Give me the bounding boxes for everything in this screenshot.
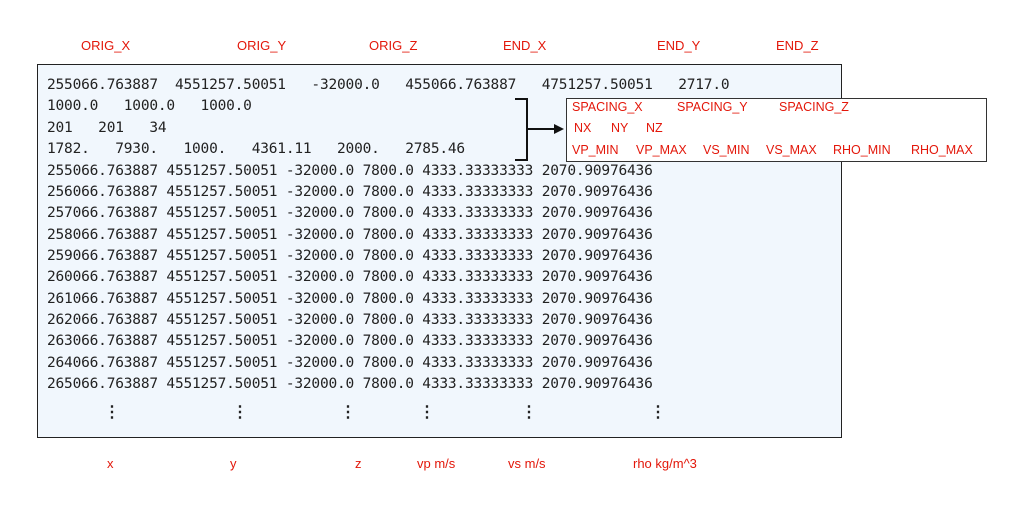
continuation-dot-z: ⋮	[340, 402, 356, 421]
header-line-spacing: 1000.0 1000.0 1000.0	[47, 98, 252, 114]
data-row: 261066.763887 4551257.50051 -32000.0 780…	[47, 291, 653, 307]
label-orig-x: ORIG_X	[81, 38, 131, 53]
column-label-rho: rho kg/m^3	[633, 456, 697, 471]
column-label-z: z	[355, 456, 362, 471]
label-orig-z: ORIG_Z	[369, 38, 418, 53]
data-row: 264066.763887 4551257.50051 -32000.0 780…	[47, 355, 653, 371]
legend-vp-min: VP_MIN	[572, 143, 619, 157]
continuation-dot-vs: ⋮	[521, 402, 537, 421]
label-end-y: END_Y	[657, 38, 701, 53]
header-line-origin-end: 255066.763887 4551257.50051 -32000.0 455…	[47, 77, 730, 93]
column-label-vp: vp m/s	[417, 456, 456, 471]
data-row: 262066.763887 4551257.50051 -32000.0 780…	[47, 312, 653, 328]
label-orig-y: ORIG_Y	[237, 38, 287, 53]
data-row: 265066.763887 4551257.50051 -32000.0 780…	[47, 376, 653, 392]
legend-nx: NX	[574, 121, 592, 135]
label-end-x: END_X	[503, 38, 547, 53]
data-row: 258066.763887 4551257.50051 -32000.0 780…	[47, 227, 653, 243]
data-row: 257066.763887 4551257.50051 -32000.0 780…	[47, 205, 653, 221]
data-row: 259066.763887 4551257.50051 -32000.0 780…	[47, 248, 653, 264]
header-line-limits: 1782. 7930. 1000. 4361.11 2000. 2785.46	[47, 141, 465, 157]
continuation-dot-rho: ⋮	[650, 402, 666, 421]
legend-rho-max: RHO_MAX	[911, 143, 973, 157]
data-row: 260066.763887 4551257.50051 -32000.0 780…	[47, 269, 653, 285]
legend-spacing-x: SPACING_X	[572, 100, 643, 114]
label-end-z: END_Z	[776, 38, 819, 53]
legend-vp-max: VP_MAX	[636, 143, 687, 157]
data-row: 256066.763887 4551257.50051 -32000.0 780…	[47, 184, 653, 200]
legend-spacing-y: SPACING_Y	[677, 100, 748, 114]
column-label-vs: vs m/s	[508, 456, 546, 471]
legend-spacing-z: SPACING_Z	[779, 100, 849, 114]
continuation-dot-vp: ⋮	[419, 402, 435, 421]
legend-box	[566, 98, 987, 162]
continuation-dot-y: ⋮	[232, 402, 248, 421]
header-line-counts: 201 201 34	[47, 120, 167, 136]
legend-vs-max: VS_MAX	[766, 143, 817, 157]
legend-nz: NZ	[646, 121, 663, 135]
data-row: 263066.763887 4551257.50051 -32000.0 780…	[47, 333, 653, 349]
legend-vs-min: VS_MIN	[703, 143, 750, 157]
legend-ny: NY	[611, 121, 629, 135]
column-label-y: y	[230, 456, 237, 471]
column-label-x: x	[107, 456, 114, 471]
data-row: 255066.763887 4551257.50051 -32000.0 780…	[47, 163, 653, 179]
continuation-dot-x: ⋮	[104, 402, 120, 421]
legend-rho-min: RHO_MIN	[833, 143, 891, 157]
